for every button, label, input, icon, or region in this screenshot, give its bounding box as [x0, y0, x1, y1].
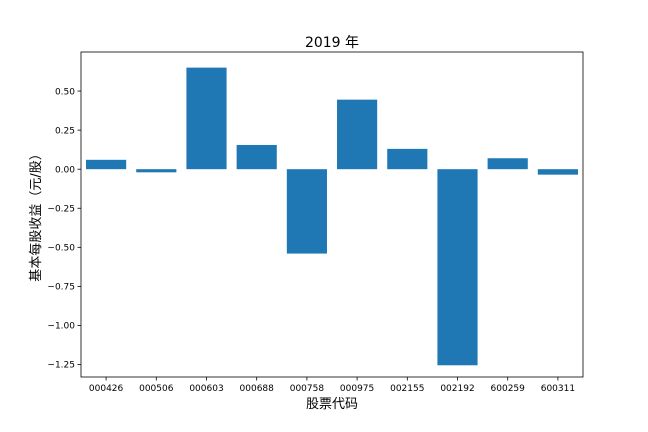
y-tick-label: 0.50 — [55, 87, 75, 97]
x-tick-label: 000975 — [340, 384, 374, 394]
x-tick-label: 000506 — [139, 384, 174, 394]
bar-002192 — [437, 169, 478, 366]
y-tick-label: −1.25 — [47, 361, 75, 371]
bar-series — [86, 67, 578, 366]
y-axis-label: 基本每股收益（元/股） — [28, 147, 44, 281]
y-tick-label: −1.00 — [47, 322, 75, 332]
x-tick-label: 000426 — [89, 384, 124, 394]
chart-title: 2019 年 — [305, 35, 359, 51]
x-axis-label: 股票代码 — [306, 397, 358, 412]
bar-000688 — [236, 144, 277, 170]
x-tick-label: 600259 — [491, 384, 526, 394]
y-tick-label: −0.25 — [47, 204, 75, 214]
y-tick-label: −0.50 — [47, 244, 75, 254]
x-axis: 000426 000506 000603 000688 000758 000975 0021… — [89, 377, 575, 394]
y-axis: −1.25 −1.00 −0.75 −0.50 −0.25 0.00 0.25 0.50 — [47, 87, 81, 371]
y-tick-label: −0.75 — [47, 283, 75, 293]
plot-frame — [80, 51, 584, 378]
x-tick-label: 002155 — [390, 384, 424, 394]
x-tick-label: 000688 — [240, 384, 275, 394]
bar-000426 — [86, 159, 127, 170]
bar-600311 — [537, 169, 578, 175]
x-tick-label: 002192 — [440, 384, 474, 394]
bar-600259 — [487, 158, 528, 170]
bar-002155 — [387, 148, 428, 170]
y-tick-label: 0.00 — [55, 165, 75, 175]
bar-000506 — [136, 169, 177, 173]
bar-000758 — [286, 169, 327, 254]
x-tick-label: 000603 — [189, 384, 223, 394]
x-tick-label: 000758 — [290, 384, 325, 394]
x-tick-label: 600311 — [541, 384, 575, 394]
bar-000603 — [186, 67, 227, 170]
bar-000975 — [337, 99, 378, 170]
y-tick-label: 0.25 — [55, 126, 75, 136]
